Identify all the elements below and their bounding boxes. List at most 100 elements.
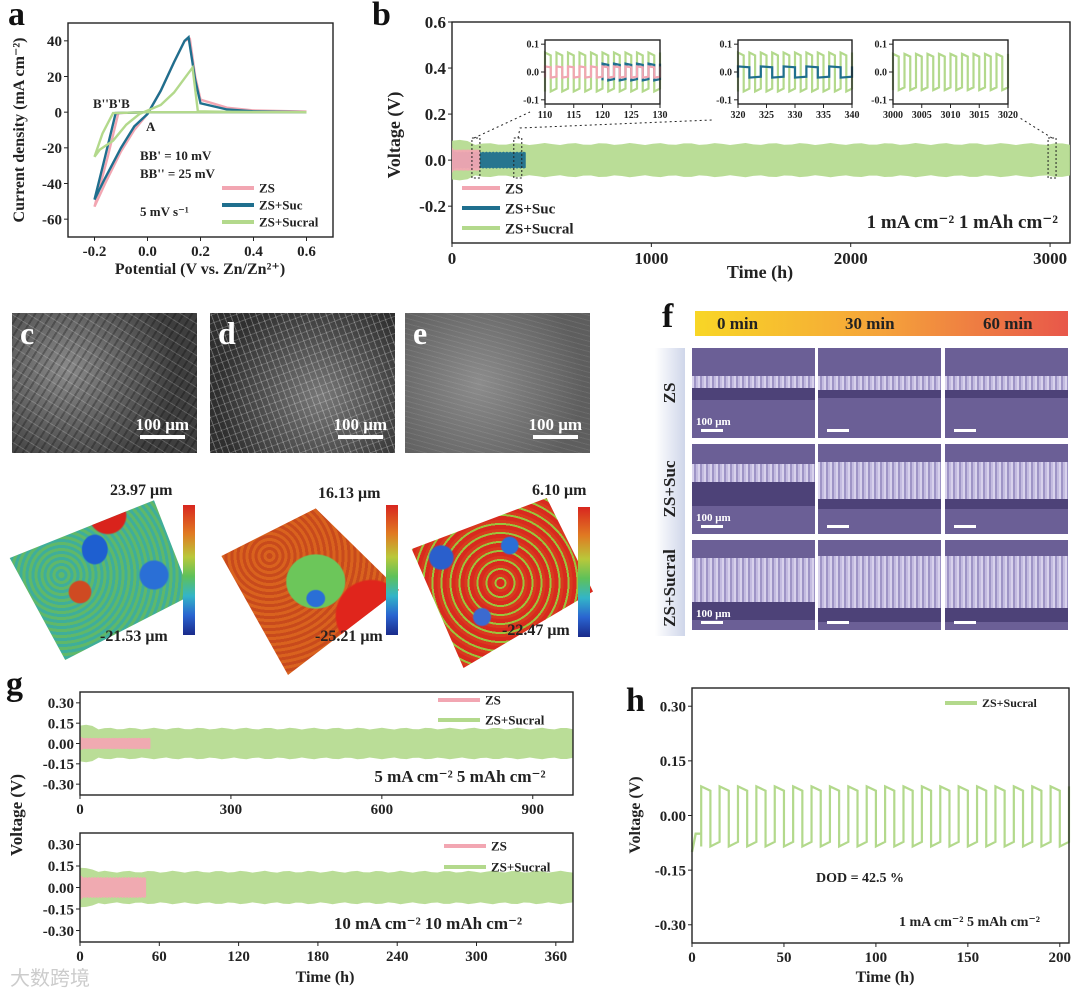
legend-label: ZS <box>491 839 507 854</box>
voltage-band-zs <box>452 147 480 174</box>
scale-bar <box>701 621 723 624</box>
zinc-deposit-layer <box>818 376 941 390</box>
scale-bar <box>701 429 723 432</box>
b-y-tick-label: 0.6 <box>425 13 446 32</box>
sem-image-zs-suc: d 100 μm <box>210 313 395 453</box>
scale-bar <box>954 621 976 624</box>
h-x-tick-label: 100 <box>865 950 888 966</box>
inset-y-tick-label: 0.1 <box>720 40 733 51</box>
sem-image-zs: c 100 μm <box>12 313 197 453</box>
height-min-label: -22.47 μm <box>502 622 570 639</box>
g1-y-tick-label: 0.15 <box>48 716 74 732</box>
height-max-label: 16.13 μm <box>318 485 381 502</box>
zinc-deposit-layer <box>692 464 815 482</box>
a-y-tick-label: 20 <box>47 70 62 86</box>
dod-label: DOD = 42.5 % <box>816 871 904 886</box>
inset-x-tick-label: 325 <box>759 110 774 121</box>
g1-y-tick-label: -0.30 <box>43 777 74 793</box>
g2-y-tick-label: 0.15 <box>48 859 74 875</box>
substrate-band <box>692 388 815 400</box>
scale-bar-label: 100 μm <box>696 512 731 524</box>
g2-x-tick-label: 240 <box>386 949 409 965</box>
row-label-zs: ZS <box>660 382 679 404</box>
optical-image-zs-sucral-0: 100 μm <box>692 540 815 630</box>
h-plot-frame <box>691 687 1070 944</box>
g2-y-tick-label: -0.30 <box>43 924 74 940</box>
h-x-axis-label: Time (h) <box>856 969 915 986</box>
b-x-tick-label: 2000 <box>834 249 868 268</box>
a-y-tick-label: 40 <box>47 34 62 50</box>
inset-y-tick-label: 0.1 <box>875 40 888 51</box>
scale-bar <box>954 429 976 432</box>
h-y-tick-label: 0.15 <box>660 754 686 770</box>
a-y-tick-label: -60 <box>42 212 62 228</box>
time-label-0: 0 min <box>717 314 759 333</box>
zoom-arrow <box>1019 117 1053 139</box>
optical-image-zs-suc-1 <box>818 444 941 534</box>
legend-label: ZS+Sucral <box>505 221 574 237</box>
b-condition-label: 1 mA cm⁻² 1 mAh cm⁻² <box>867 212 1059 233</box>
inset-x-tick-label: 115 <box>567 110 581 121</box>
h-y-tick-label: -0.30 <box>655 918 686 934</box>
scale-bar-label: 100 μm <box>135 415 189 434</box>
legend-label: ZS+Suc <box>505 201 556 217</box>
height-max-label: 23.97 μm <box>110 482 173 499</box>
scale-bar-label: 100 μm <box>528 415 582 434</box>
inset-x-tick-label: 330 <box>788 110 803 121</box>
panel-label-b: b <box>372 0 391 33</box>
zoom-arrow <box>517 119 713 139</box>
optical-image-zs-1 <box>818 348 941 438</box>
a-y-tick-label: -20 <box>42 141 62 157</box>
b-x-tick-label: 1000 <box>634 249 668 268</box>
inset-y-tick-label: 0.1 <box>527 40 540 51</box>
voltage-band-zs-sucral <box>452 139 1070 181</box>
b-y-tick-label: 0.0 <box>425 151 446 170</box>
annotation-a: A <box>146 119 156 134</box>
g1-y-tick-label: 0.00 <box>48 737 74 753</box>
annotation-peaks: B''B'B <box>93 96 130 111</box>
zinc-deposit-layer <box>818 556 941 608</box>
b-x-tick-label: 3000 <box>1033 249 1067 268</box>
g2-y-tick-label: -0.15 <box>43 902 74 918</box>
g1-y-tick-label: -0.15 <box>43 757 74 773</box>
cv-curve-zs-sucral <box>93 64 307 158</box>
height-colorbar <box>183 505 195 635</box>
scale-bar <box>140 435 185 439</box>
g2-condition-label: 10 mA cm⁻² 10 mAh cm⁻² <box>334 914 522 933</box>
a-x-axis-label: Potential (V vs. Zn/Zn²⁺) <box>115 261 285 278</box>
annotation-bb1: BB' = 10 mV <box>140 148 212 163</box>
g1-x-tick-label: 600 <box>371 802 394 818</box>
voltage-band-zs <box>80 736 151 751</box>
panel-label-c: c <box>20 315 35 351</box>
h-condition-label: 1 mA cm⁻² 5 mAh cm⁻² <box>899 915 1040 930</box>
time-label-60: 60 min <box>983 314 1033 333</box>
inset-x-tick-label: 320 <box>731 110 746 121</box>
inset-y-tick-label: -0.1 <box>523 95 539 106</box>
g2-x-tick-label: 60 <box>152 949 167 965</box>
a-x-tick-label: 0.4 <box>244 244 263 260</box>
substrate-band <box>692 602 815 620</box>
substrate-band <box>945 608 1068 622</box>
substrate-band <box>945 390 1068 398</box>
inset-x-tick-label: 130 <box>653 110 668 121</box>
g1-y-tick-label: 0.30 <box>48 696 74 712</box>
b-plot-frame <box>451 21 1071 244</box>
legend-label: ZS+Sucral <box>982 696 1038 710</box>
a-y-axis-label: Current density (mA cm⁻²) <box>11 38 28 223</box>
g1-x-tick-label: 900 <box>522 802 545 818</box>
h-y-tick-label: 0.00 <box>660 809 686 825</box>
height-colorbar <box>578 507 590 637</box>
scale-bar-label: 100 μm <box>696 608 731 620</box>
panel-label-f: f <box>662 298 674 335</box>
g2-x-tick-label: 360 <box>545 949 568 965</box>
inset-wave-zs-suc <box>736 65 854 79</box>
scale-bar <box>338 435 383 439</box>
inset-x-tick-label: 340 <box>845 110 860 121</box>
a-x-tick-label: 0.6 <box>297 244 316 260</box>
optical-image-zs-suc-2 <box>945 444 1068 534</box>
g2-y-tick-label: 0.00 <box>48 881 74 897</box>
g2-x-tick-label: 300 <box>465 949 488 965</box>
a-x-tick-label: 0.0 <box>138 244 157 260</box>
scale-bar <box>827 429 849 432</box>
